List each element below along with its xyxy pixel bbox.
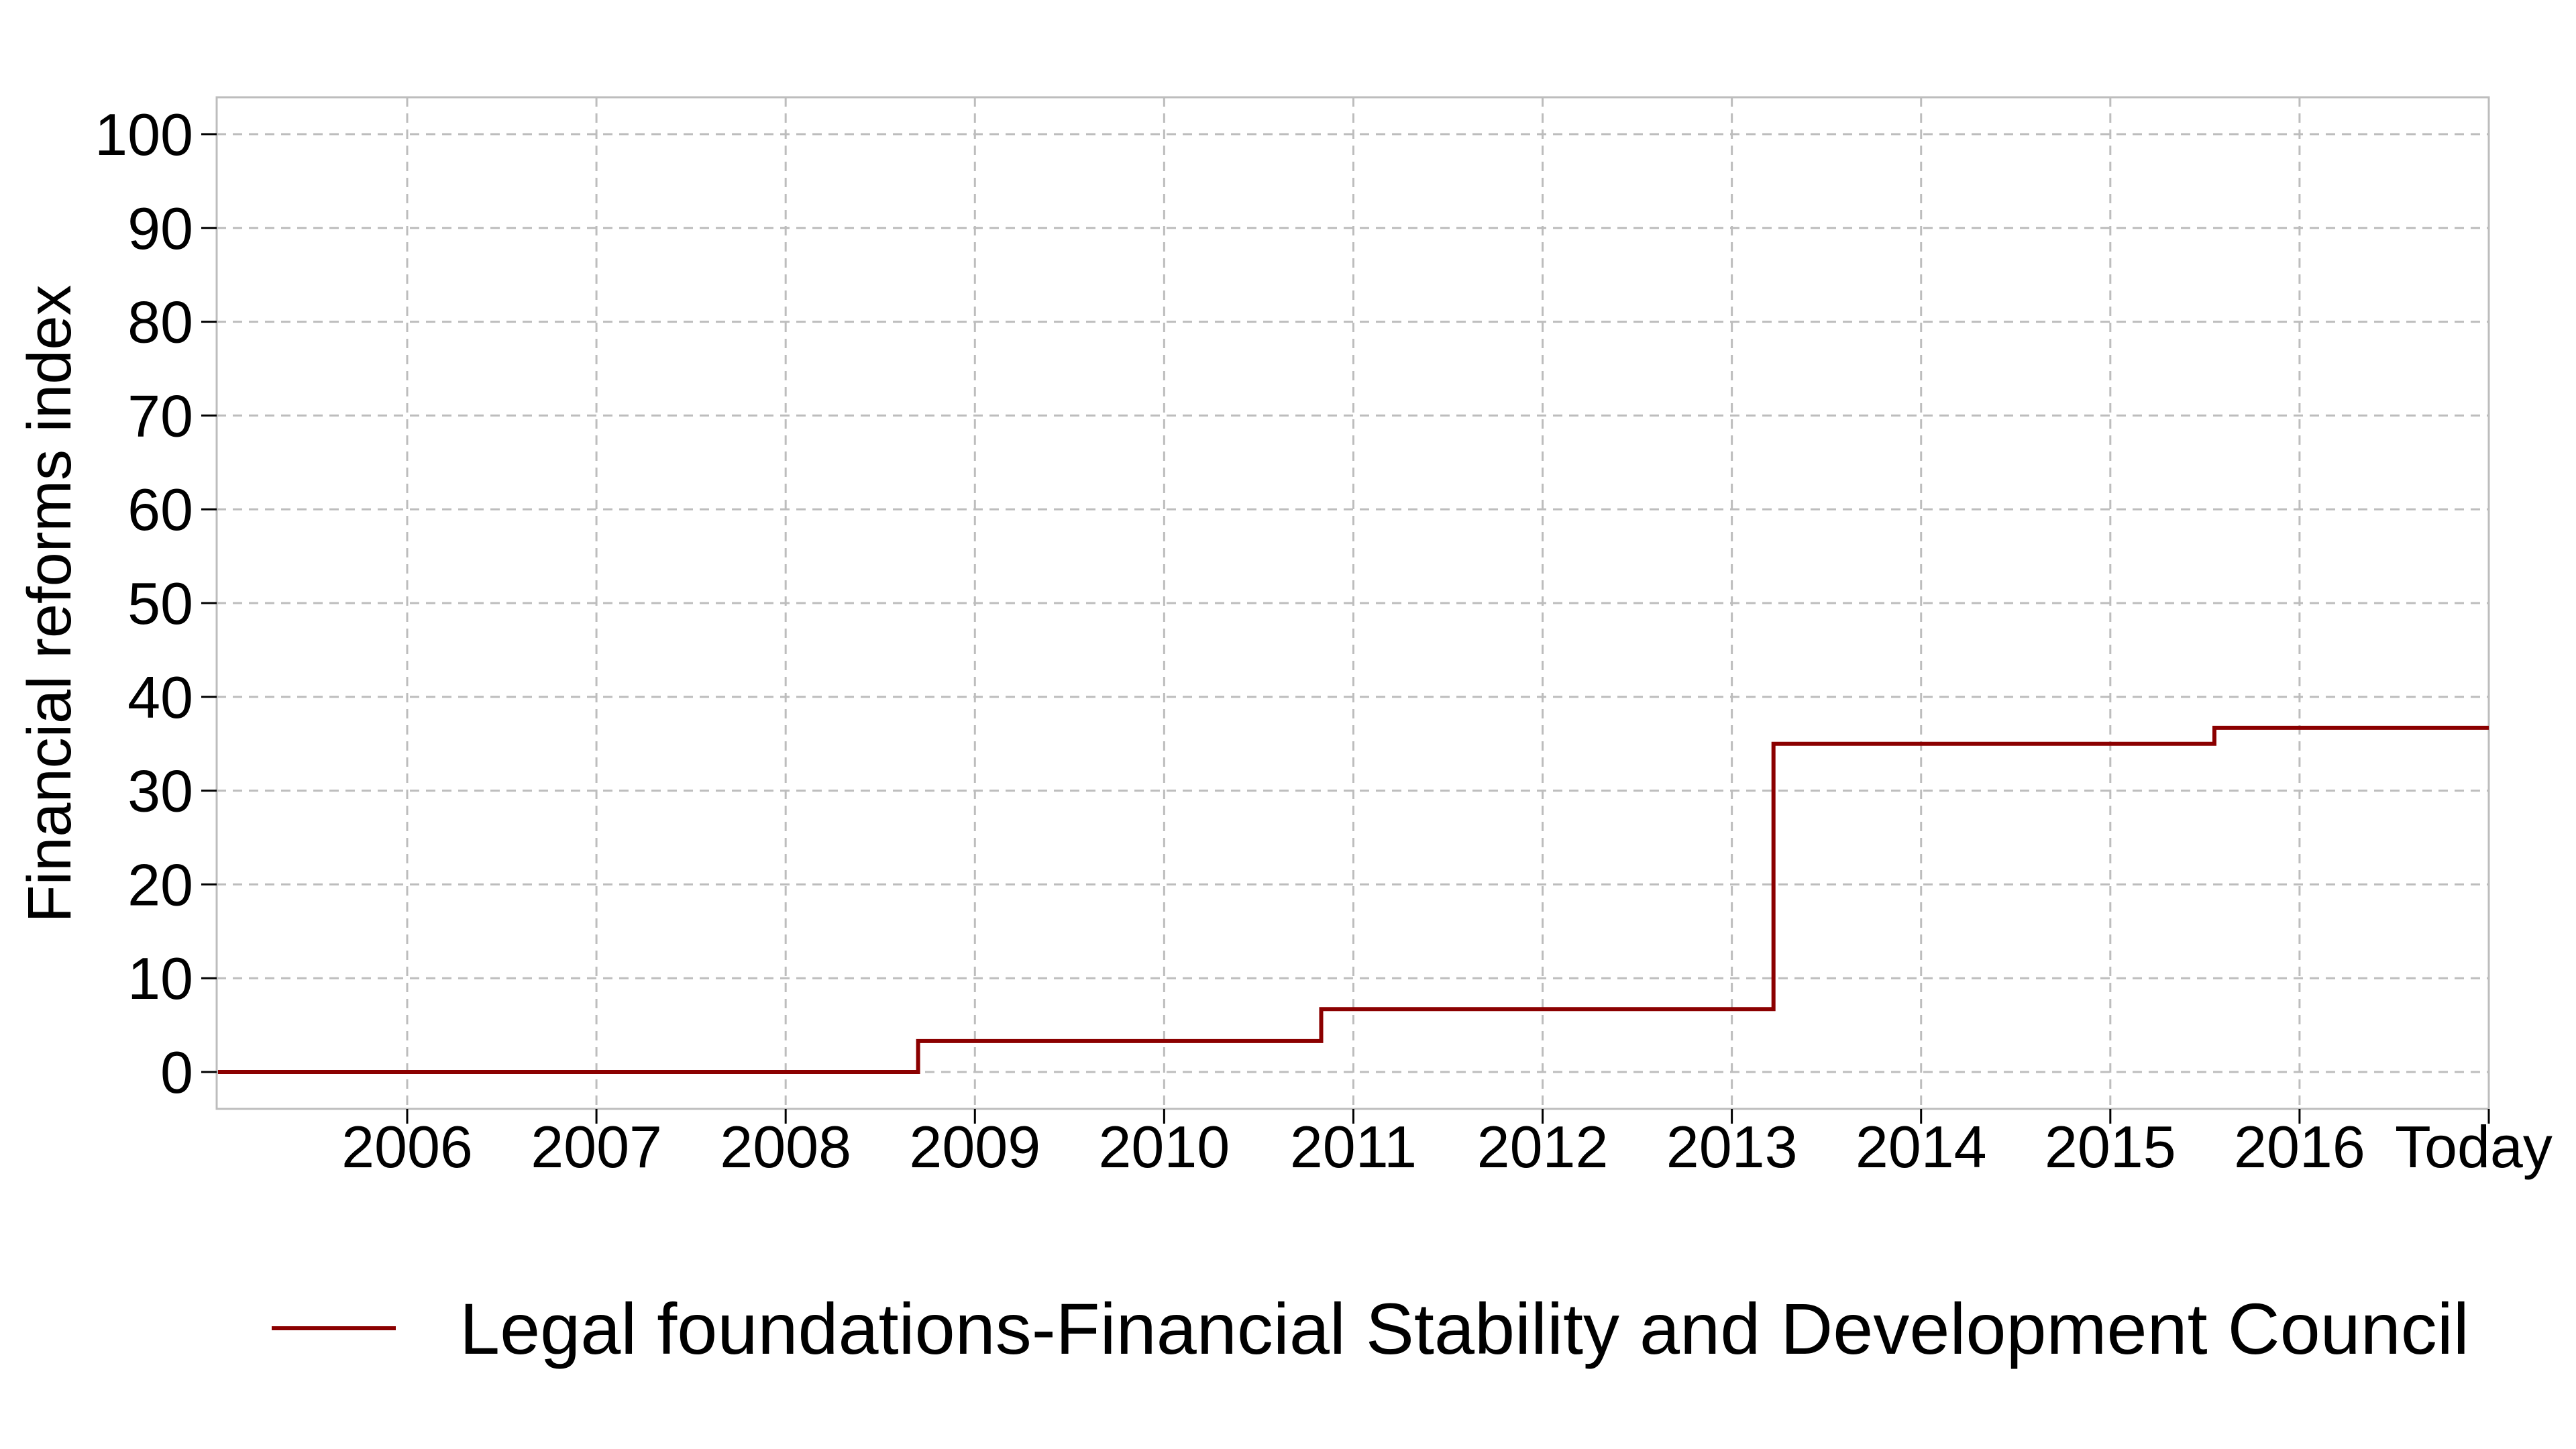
y-tick-label: 30 — [127, 758, 193, 824]
x-tick-label: 2007 — [531, 1114, 662, 1180]
grid-layer — [217, 97, 2490, 1109]
x-tick-label: 2010 — [1098, 1114, 1230, 1180]
y-tick-label: 70 — [127, 382, 193, 449]
y-axis-ticks: 0 10 20 30 40 50 60 70 80 90 100 — [95, 101, 217, 1106]
y-tick-label: 80 — [127, 289, 193, 356]
y-axis-label: Financial reforms index — [15, 284, 84, 922]
y-tick-label: 0 — [160, 1039, 193, 1106]
legend-label: Legal foundations-Financial Stability an… — [460, 1288, 2469, 1369]
y-tick-label: 20 — [127, 851, 193, 918]
x-tick-label: 2015 — [2045, 1114, 2176, 1180]
y-tick-label: 10 — [127, 945, 193, 1012]
y-tick-label: 50 — [127, 570, 193, 637]
x-tick-label: 2006 — [341, 1114, 473, 1180]
series-line — [217, 725, 2489, 1074]
series-layer — [217, 725, 2489, 1074]
x-axis-ticks: 2006 2007 2008 2009 2010 2011 2012 2013 2014 2015… — [341, 1109, 2553, 1180]
x-tick-label: 2011 — [1290, 1114, 1417, 1180]
x-tick-label: Today — [2395, 1114, 2553, 1180]
legend: Legal foundations-Financial Stability an… — [272, 1288, 2469, 1369]
y-tick-label: 60 — [127, 476, 193, 543]
x-tick-label: 2013 — [1666, 1114, 1798, 1180]
y-tick-label: 90 — [127, 195, 193, 262]
x-tick-label: 2009 — [909, 1114, 1040, 1180]
y-tick-label: 40 — [127, 664, 193, 731]
x-tick-label: 2014 — [1856, 1114, 1987, 1180]
x-tick-label: 2008 — [720, 1114, 851, 1180]
x-tick-label: 2012 — [1477, 1114, 1609, 1180]
x-tick-label: 2016 — [2234, 1114, 2365, 1180]
y-tick-label: 100 — [95, 101, 193, 168]
